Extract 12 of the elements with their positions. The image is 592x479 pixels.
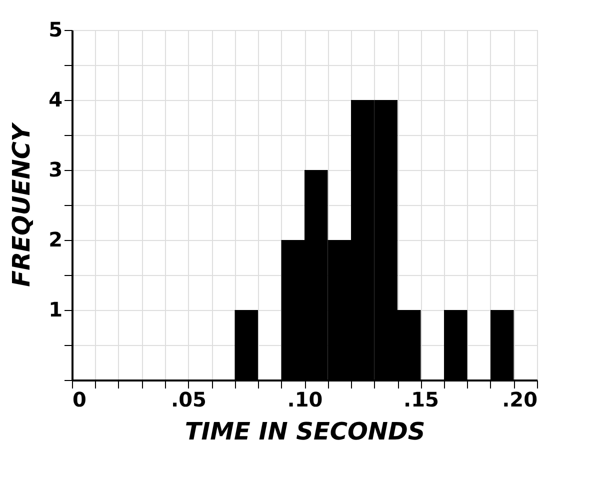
y-tick-label: 3 [48,158,62,182]
y-tick-label: 2 [48,228,62,252]
y-axis-title: FREQUENCY [8,122,36,287]
x-axis-title: TIME IN SECONDS [184,418,426,446]
y-tick-label: 5 [48,18,62,42]
x-tick-label: .05 [171,388,206,412]
x-tick-label: 0 [72,388,86,412]
y-tick-label: 4 [48,88,62,112]
x-tick-label: .20 [502,388,538,412]
y-tick-label: 1 [48,298,62,322]
x-tick-label: .15 [404,388,439,412]
x-tick-label: .10 [287,388,323,412]
